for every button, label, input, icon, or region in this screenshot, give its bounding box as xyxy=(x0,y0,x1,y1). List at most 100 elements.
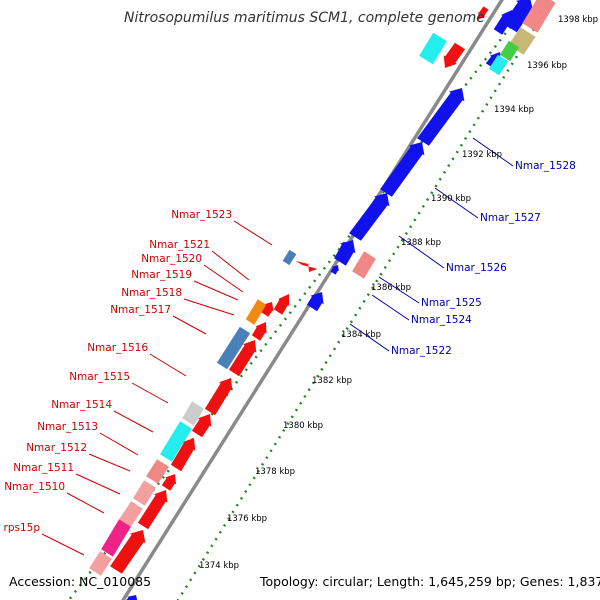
tick-labels: 1398 kbp 1396 kbp 1394 kbp 1392 kbp 1390… xyxy=(199,15,598,571)
gene-label: Nmar_1514 xyxy=(51,399,112,411)
forward-gene-feature xyxy=(191,414,212,438)
tick-label: 1384 kbp xyxy=(341,330,381,340)
forward-gene-feature xyxy=(273,294,290,315)
label-leader-line xyxy=(349,323,390,352)
tick-label: 1396 kbp xyxy=(527,61,567,71)
gene-label: rps15p xyxy=(4,522,41,534)
label-leader-line xyxy=(233,220,273,246)
gene-label: Nmar_1525 xyxy=(421,297,482,309)
right-gene-labels: Nmar_1528 Nmar_1527 Nmar_1526 Nmar_1525 … xyxy=(391,160,576,357)
gene-label: Nmar_1510 xyxy=(4,481,65,493)
gene-label: Nmar_1527 xyxy=(480,212,541,224)
tick-label: 1380 kbp xyxy=(283,421,323,431)
label-leader-line xyxy=(472,137,514,167)
gene-box xyxy=(499,40,520,62)
gene-label: Nmar_1518 xyxy=(121,287,182,299)
gene-label: Nmar_1524 xyxy=(411,314,472,326)
tick-label: 1398 kbp xyxy=(558,15,598,25)
gene-box xyxy=(119,501,143,527)
forward-gene-feature xyxy=(259,302,274,317)
tick-label: 1382 kbp xyxy=(312,376,352,386)
gene-label: Nmar_1520 xyxy=(141,253,202,265)
gene-label: Nmar_1523 xyxy=(171,209,232,221)
left-gene-labels: Nmar_1523 Nmar_1521 Nmar_1520 Nmar_1519 … xyxy=(4,209,232,534)
tick-label: 1386 kbp xyxy=(371,283,411,293)
label-leader-line xyxy=(149,353,187,377)
gene-box xyxy=(101,519,131,557)
reverse-gene-feature xyxy=(334,240,356,266)
reverse-gene-feature xyxy=(493,10,513,35)
label-leader-line xyxy=(172,315,207,335)
label-leader-line xyxy=(193,280,239,301)
label-leader-line xyxy=(113,410,154,433)
gene-label: Nmar_1515 xyxy=(69,371,130,383)
gene-box xyxy=(89,551,112,576)
outer-dotted-guide-line xyxy=(176,0,554,600)
gene-box xyxy=(146,459,169,484)
forward-gene-feature xyxy=(110,530,146,574)
gene-box xyxy=(419,32,447,65)
forward-gene-feature xyxy=(137,490,168,530)
forward-gene-feature xyxy=(251,322,267,341)
forward-gene-feature xyxy=(170,438,196,472)
label-leader-line xyxy=(378,276,420,304)
gene-label: Nmar_1517 xyxy=(110,304,171,316)
gene-box xyxy=(282,249,297,266)
tick-label: 1374 kbp xyxy=(199,561,239,571)
label-leader-line xyxy=(398,235,445,269)
tick-label: 1392 kbp xyxy=(462,150,502,160)
label-leader-lines xyxy=(41,137,514,556)
gene-box xyxy=(133,480,156,506)
gene-label: Nmar_1522 xyxy=(391,345,452,357)
tick-label: 1376 kbp xyxy=(227,514,267,524)
gene-label: Nmar_1511 xyxy=(13,462,74,474)
gene-box xyxy=(352,251,376,279)
label-leader-line xyxy=(434,187,479,219)
topology-text: Topology: circular; Length: 1,645,259 bp… xyxy=(259,574,600,589)
gene-label: Nmar_1512 xyxy=(26,442,87,454)
reverse-gene-feature xyxy=(380,142,425,197)
label-leader-line xyxy=(75,473,121,495)
label-leader-line xyxy=(183,298,235,316)
gene-box xyxy=(522,0,556,33)
accession-text: Accession: NC_010085 xyxy=(9,574,151,589)
forward-gene-feature xyxy=(295,260,317,272)
gene-box xyxy=(488,54,509,76)
forward-gene-feature xyxy=(161,474,177,491)
reverse-gene-feature xyxy=(306,292,324,312)
reverse-gene-feature xyxy=(126,595,138,600)
gene-box xyxy=(245,299,267,325)
forward-gene-feature xyxy=(228,340,257,377)
gene-box xyxy=(182,401,204,426)
reverse-gene-feature xyxy=(503,0,534,33)
gene-label: Nmar_1516 xyxy=(87,342,148,354)
gene-label: Nmar_1521 xyxy=(149,239,210,251)
gene-box xyxy=(160,421,192,462)
tick-label: 1388 kbp xyxy=(401,238,441,248)
gene-box xyxy=(216,326,251,370)
forward-gene-feature xyxy=(478,6,489,21)
label-leader-line xyxy=(41,533,85,556)
gene-label: Nmar_1528 xyxy=(515,160,576,172)
label-leader-line xyxy=(371,294,410,321)
tick-label: 1378 kbp xyxy=(255,467,295,477)
tick-label: 1394 kbp xyxy=(494,105,534,115)
forward-gene-feature xyxy=(204,378,233,416)
label-leader-line xyxy=(131,382,169,404)
gene-label: Nmar_1526 xyxy=(446,262,507,274)
label-leader-line xyxy=(99,432,139,456)
label-leader-line xyxy=(66,492,105,514)
tick-label: 1390 kbp xyxy=(431,194,471,204)
gene-label: Nmar_1513 xyxy=(37,421,98,433)
map-title: Nitrosopumilus maritimus SCM1, complete … xyxy=(124,10,485,26)
reverse-gene-feature xyxy=(349,193,390,241)
gene-features xyxy=(89,0,556,600)
forward-gene-feature xyxy=(443,42,466,68)
reverse-gene-feature xyxy=(330,265,339,275)
reverse-gene-feature xyxy=(417,88,465,146)
gene-label: Nmar_1519 xyxy=(131,269,192,281)
label-leader-line xyxy=(211,250,250,281)
label-leader-line xyxy=(203,264,244,293)
label-leader-line xyxy=(88,453,131,472)
